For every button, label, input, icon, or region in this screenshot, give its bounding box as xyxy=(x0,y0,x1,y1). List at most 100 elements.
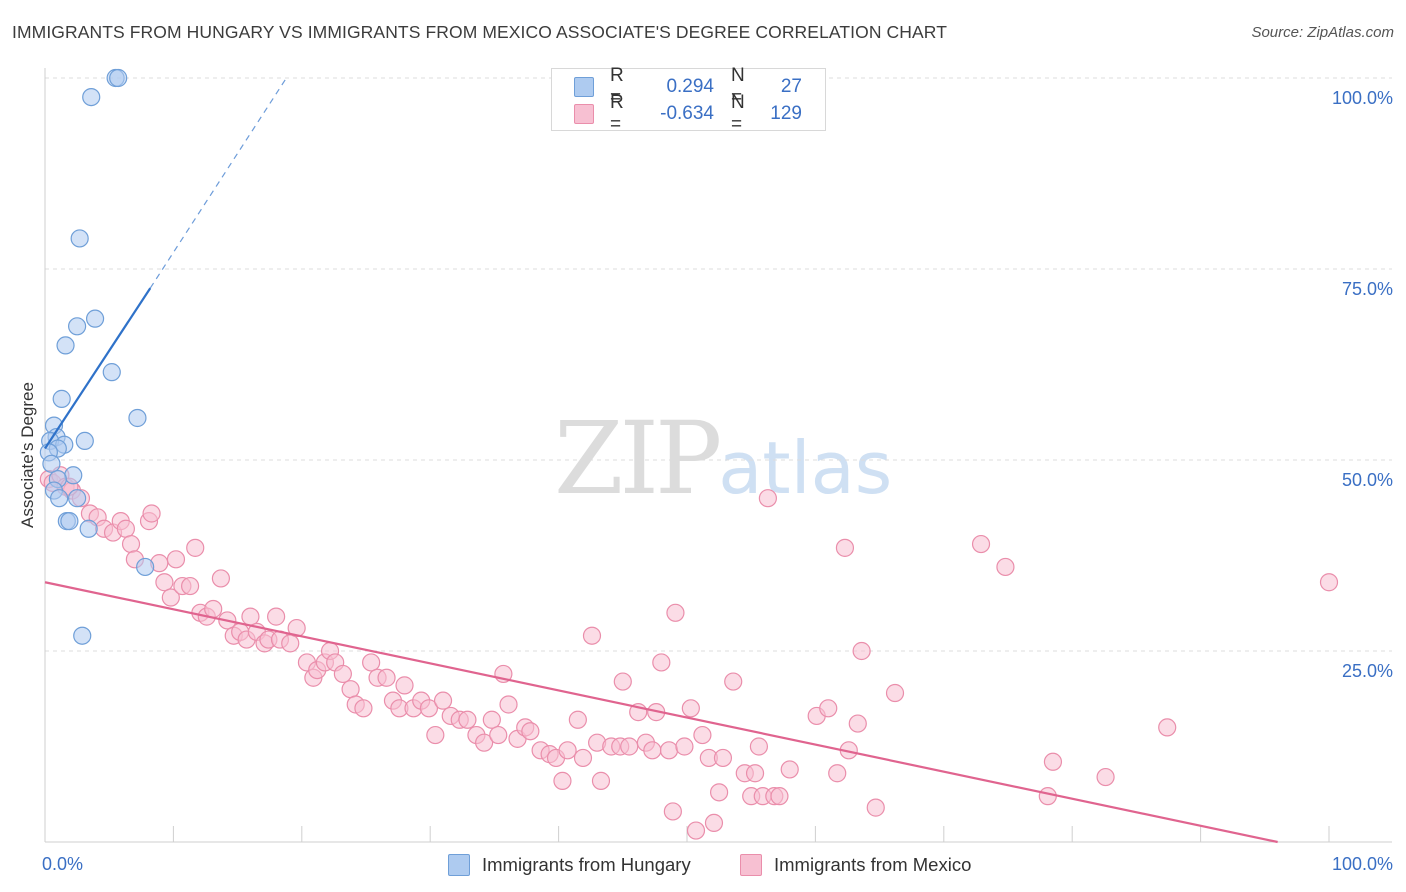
mexico-point-67 xyxy=(489,725,508,745)
mexico-point-119 xyxy=(852,641,871,661)
mexico-point-121 xyxy=(885,683,905,703)
mexico-point-63 xyxy=(458,710,477,729)
hungary-r-value: 0.294 xyxy=(666,76,714,97)
hungary-point-13 xyxy=(75,431,94,450)
legend-item-hungary[interactable]: Immigrants from Hungary xyxy=(448,852,691,878)
mexico-swatch xyxy=(574,104,594,124)
hungary-point-6 xyxy=(56,336,75,355)
mexico-point-112 xyxy=(780,760,799,779)
x-tick-label-1: 100.0% xyxy=(1332,854,1393,874)
gridlines xyxy=(45,77,1392,652)
mexico-n-label: N = xyxy=(731,92,745,135)
series-legend: Immigrants from Hungary Immigrants from … xyxy=(0,852,1406,878)
hungary-point-5 xyxy=(67,317,87,336)
mexico-point-78 xyxy=(568,710,587,729)
tick-labels: 25.0% 50.0% 75.0% 100.0% 0.0% 100.0% xyxy=(42,88,1393,874)
source-label: Source: ZipAtlas.com xyxy=(1251,24,1394,41)
watermark-zip: ZIP xyxy=(554,400,722,517)
mexico-point-111 xyxy=(770,787,789,806)
mexico-point-19 xyxy=(161,588,180,607)
mexico-point-55 xyxy=(395,676,414,695)
y-tick-label-2: 75.0% xyxy=(1342,279,1393,299)
watermark-atlas: atlas xyxy=(718,426,893,510)
mexico-point-76 xyxy=(553,771,572,790)
mexico-point-93 xyxy=(663,802,682,821)
y-tick-label-0: 25.0% xyxy=(1342,661,1393,681)
mexico-point-102 xyxy=(713,748,733,768)
hungary-point-2 xyxy=(82,87,101,107)
axes xyxy=(44,68,1392,843)
mexico-point-98 xyxy=(693,725,712,745)
mexico-point-123 xyxy=(996,557,1015,577)
hungary-point-7 xyxy=(102,363,121,382)
mexico-point-22 xyxy=(180,576,200,596)
mexico-point-12 xyxy=(116,519,135,538)
mexico-point-127 xyxy=(1158,718,1177,737)
mexico-point-109 xyxy=(758,489,777,508)
mexico-point-101 xyxy=(709,783,729,802)
mexico-point-23 xyxy=(186,538,205,557)
hungary-point-8 xyxy=(52,389,71,408)
x-tick-label-0: 0.0% xyxy=(42,854,83,874)
mexico-trend-line xyxy=(44,581,1278,844)
mexico-legend-swatch xyxy=(740,854,762,876)
mexico-point-92 xyxy=(659,741,679,760)
mexico-point-58 xyxy=(419,699,439,718)
hungary-point-25 xyxy=(79,519,98,538)
mexico-point-94 xyxy=(666,603,685,622)
hungary-point-3 xyxy=(70,229,89,248)
hungary-point-18 xyxy=(64,466,83,485)
mexico-point-36 xyxy=(267,607,286,626)
chart-title: IMMIGRANTS FROM HUNGARY VS IMMIGRANTS FR… xyxy=(12,22,947,42)
hungary-n-label: N = xyxy=(731,65,745,108)
hungary-points xyxy=(39,68,155,645)
mexico-point-125 xyxy=(1043,752,1063,771)
mexico-point-39 xyxy=(287,618,306,638)
mexico-point-46 xyxy=(333,664,352,684)
hungary-point-27 xyxy=(73,626,92,645)
mexico-point-103 xyxy=(724,672,743,691)
y-tick-label-1: 50.0% xyxy=(1342,470,1393,490)
mexico-points xyxy=(39,466,1339,840)
hungary-point-9 xyxy=(128,408,147,428)
hungary-point-21 xyxy=(50,489,69,508)
mexico-point-115 xyxy=(828,764,847,783)
mexico-point-107 xyxy=(749,737,769,756)
mexico-point-26 xyxy=(204,599,223,619)
mexico-point-95 xyxy=(675,737,694,756)
mexico-point-122 xyxy=(971,534,991,554)
mexico-point-97 xyxy=(686,821,706,840)
hungary-legend-swatch xyxy=(448,854,470,876)
hungary-legend-label: Immigrants from Hungary xyxy=(482,854,691,875)
hungary-point-1 xyxy=(109,68,128,88)
mexico-point-106 xyxy=(745,764,765,783)
mexico-point-96 xyxy=(681,699,700,718)
mexico-r-label: R = xyxy=(610,92,624,135)
mexico-point-18 xyxy=(155,573,174,592)
mexico-point-85 xyxy=(613,672,632,691)
legend-item-mexico[interactable]: Immigrants from Mexico xyxy=(740,852,971,878)
mexico-point-114 xyxy=(819,699,838,718)
mexico-point-91 xyxy=(652,653,671,672)
mexico-point-124 xyxy=(1038,787,1057,806)
mexico-point-59 xyxy=(426,725,445,745)
mexico-point-120 xyxy=(866,798,885,817)
y-tick-label-3: 100.0% xyxy=(1332,88,1393,108)
mexico-point-27 xyxy=(211,569,231,588)
mexico-point-86 xyxy=(620,737,639,756)
mexico-point-16 xyxy=(142,504,161,523)
mexico-point-49 xyxy=(354,699,373,718)
mexico-point-126 xyxy=(1096,767,1115,787)
mexico-point-80 xyxy=(582,626,602,645)
hungary-r-label: R = xyxy=(610,65,624,108)
mexico-point-100 xyxy=(704,813,724,833)
hungary-point-22 xyxy=(67,489,87,508)
mexico-point-32 xyxy=(241,607,260,626)
mexico-point-50 xyxy=(362,653,381,672)
hungary-point-26 xyxy=(136,557,155,577)
mexico-point-77 xyxy=(558,741,577,760)
mexico-point-128 xyxy=(1319,573,1339,592)
mexico-point-52 xyxy=(377,668,396,687)
hungary-point-4 xyxy=(85,309,105,328)
